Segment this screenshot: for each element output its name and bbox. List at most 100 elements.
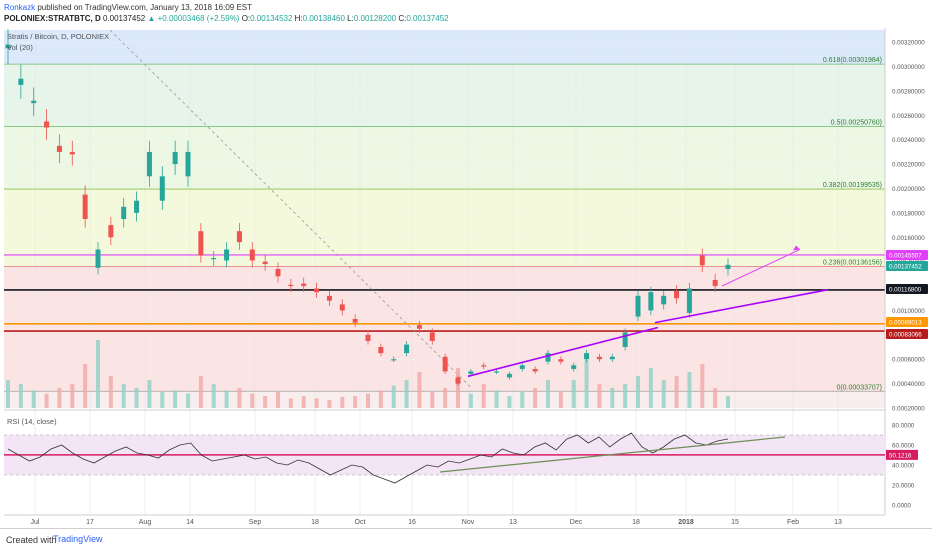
rsi-tick-label: 60.0000 xyxy=(892,443,915,450)
candle-body xyxy=(635,295,641,317)
volume-bar xyxy=(70,384,75,408)
candle-body xyxy=(31,100,37,104)
x-tick-label: Nov xyxy=(462,519,475,526)
candle-body xyxy=(236,231,242,243)
candle-body xyxy=(262,261,268,265)
volume-bar xyxy=(198,376,203,408)
volume-bar xyxy=(391,385,396,408)
tradingview-logo[interactable]: TradingView xyxy=(53,534,103,544)
fib-level-label: 0.236(0.00136156) xyxy=(823,259,882,266)
candle-body xyxy=(275,268,281,277)
volume-bar xyxy=(558,392,563,408)
y-tick-label: 0.00040000 xyxy=(892,381,925,388)
volume-bar xyxy=(237,388,242,408)
candle-body xyxy=(82,194,88,219)
candle-body xyxy=(596,356,602,360)
x-tick-label: 15 xyxy=(731,519,739,526)
x-tick-label: 13 xyxy=(834,519,842,526)
volume-bar xyxy=(610,388,615,408)
rsi-tick-label: 80.0000 xyxy=(892,423,915,430)
candle-body xyxy=(108,225,114,238)
volume-bar xyxy=(700,364,705,408)
close-label: C: xyxy=(398,14,407,23)
volume-bar xyxy=(147,380,152,408)
candle-body xyxy=(352,318,358,323)
volume-bar xyxy=(276,392,280,408)
price-zone-3 xyxy=(4,189,885,267)
rsi-value-box xyxy=(886,449,918,460)
candle-body xyxy=(44,121,50,128)
x-tick-label: Jul xyxy=(31,519,40,526)
candle-body xyxy=(571,365,577,369)
y-tick-label: 0.00300000 xyxy=(892,64,925,71)
candle-body xyxy=(558,359,564,362)
candle-body xyxy=(224,249,230,261)
volume-bar xyxy=(353,396,358,408)
candle-body xyxy=(699,255,705,266)
price-tag-box xyxy=(886,329,928,339)
volume-bar xyxy=(687,372,692,408)
price-tag-box xyxy=(886,250,928,260)
publish-info: published on TradingView.com, January 13… xyxy=(37,3,253,12)
price-change: ▲ +0.00003468 (+2.59%) xyxy=(147,14,240,23)
volume-bar xyxy=(83,364,88,408)
candle-body xyxy=(404,344,410,354)
rsi-trendline xyxy=(439,436,786,473)
volume-bar xyxy=(340,396,345,408)
x-tick-label: 2018 xyxy=(678,519,694,526)
y-tick-label: 0.00240000 xyxy=(892,137,925,144)
candle-body xyxy=(159,176,165,201)
volume-bar xyxy=(186,393,190,408)
candle-body xyxy=(69,151,75,155)
y-tick-label: 0.00060000 xyxy=(892,357,925,364)
x-tick-label: Dec xyxy=(570,519,583,526)
candle-body xyxy=(56,145,62,152)
volume-bar xyxy=(31,390,36,408)
y-tick-label: 0.00100000 xyxy=(892,308,925,315)
footer: Created with TradingView xyxy=(0,528,932,551)
price-tag-box xyxy=(886,261,928,271)
high-value: 0.00138460 xyxy=(302,14,345,23)
last-price: 0.00137452 xyxy=(102,14,146,23)
volume-bar xyxy=(263,396,268,408)
candle-body xyxy=(198,231,204,256)
price-zone-4 xyxy=(4,266,885,392)
x-tick-label: 13 xyxy=(509,519,517,526)
volume-bar xyxy=(533,388,538,408)
dashed-trendline xyxy=(109,29,473,389)
y-tick-label: 0.00220000 xyxy=(892,162,925,169)
volume-bar xyxy=(134,388,139,408)
volume-bar xyxy=(648,368,653,408)
volume-bar xyxy=(546,380,550,408)
author-link[interactable]: Ronkazk xyxy=(4,3,36,12)
candle-body xyxy=(674,290,680,299)
volume-bar xyxy=(520,392,525,408)
volume-bar xyxy=(301,396,306,408)
publish-header: Ronkazk published on TradingView.com, Ja… xyxy=(4,3,252,12)
volume-bar xyxy=(597,384,602,408)
volume-bar xyxy=(481,384,486,408)
volume-bar xyxy=(173,390,178,408)
candle-body xyxy=(442,356,448,372)
price-tag-label: 0.00083066 xyxy=(889,332,922,339)
candle-body xyxy=(455,377,461,384)
high-label: H: xyxy=(294,14,303,23)
y-tick-label: 0.00280000 xyxy=(892,88,925,95)
candle-body xyxy=(429,332,435,341)
candle-body xyxy=(326,295,332,301)
candle-body xyxy=(185,151,191,177)
chart-svg[interactable]: 0.00320000 0.00300000 0.00280000 0.00260000… xyxy=(0,0,932,528)
volume-bar xyxy=(443,388,448,408)
x-tick-label: 18 xyxy=(311,519,319,526)
volume-bar xyxy=(44,393,49,408)
fib-level-label: 0.382(0.00199535) xyxy=(823,182,882,189)
chart-title: Stratis / Bitcoin, D, POLONIEX xyxy=(7,32,109,41)
x-tick-label: Sep xyxy=(249,519,262,526)
created-with-label: Created with xyxy=(6,535,57,545)
symbol-label: POLONIEX:STRATBTC, D xyxy=(4,14,101,23)
volume-bar xyxy=(713,388,718,408)
close-value: 0.00137452 xyxy=(406,14,449,23)
volume-bar xyxy=(96,340,100,408)
candle-body xyxy=(519,365,525,369)
